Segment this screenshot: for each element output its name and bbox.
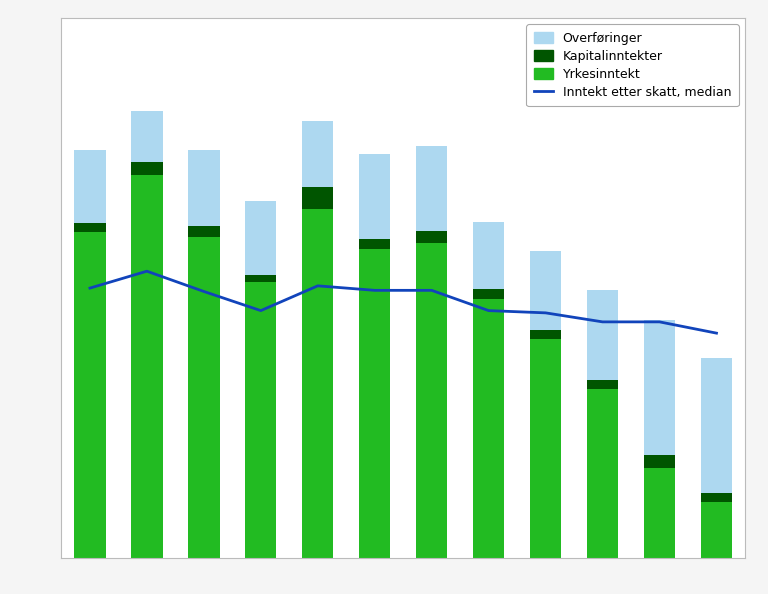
Bar [530, 339, 561, 558]
Bar [131, 111, 163, 162]
Bar [416, 230, 447, 243]
Bar [359, 249, 390, 558]
Bar [302, 121, 333, 187]
Bar [245, 201, 276, 274]
Bar [131, 162, 163, 175]
Bar [416, 146, 447, 230]
Bar [473, 299, 505, 558]
Legend: Overføringer, Kapitalinntekter, Yrkesinntekt, Inntekt etter skatt, median: Overføringer, Kapitalinntekter, Yrkesinn… [526, 24, 739, 106]
Bar [644, 468, 675, 558]
Bar [587, 380, 618, 390]
Bar [644, 455, 675, 468]
Bar [131, 175, 163, 558]
Bar [245, 283, 276, 558]
Bar [644, 320, 675, 455]
Bar [473, 289, 505, 299]
Bar [473, 222, 505, 289]
Bar [416, 243, 447, 558]
Bar [74, 223, 105, 232]
Bar [302, 209, 333, 558]
Bar [530, 251, 561, 330]
Bar [245, 274, 276, 283]
Bar [188, 150, 220, 226]
Bar [701, 493, 732, 502]
Bar [359, 154, 390, 239]
Bar [587, 390, 618, 558]
Bar [701, 502, 732, 558]
Bar [74, 232, 105, 558]
Bar [302, 187, 333, 209]
Bar [587, 290, 618, 380]
Bar [701, 358, 732, 493]
Bar [188, 238, 220, 558]
Bar [188, 226, 220, 238]
Bar [359, 239, 390, 249]
Bar [530, 330, 561, 339]
Bar [74, 150, 105, 223]
